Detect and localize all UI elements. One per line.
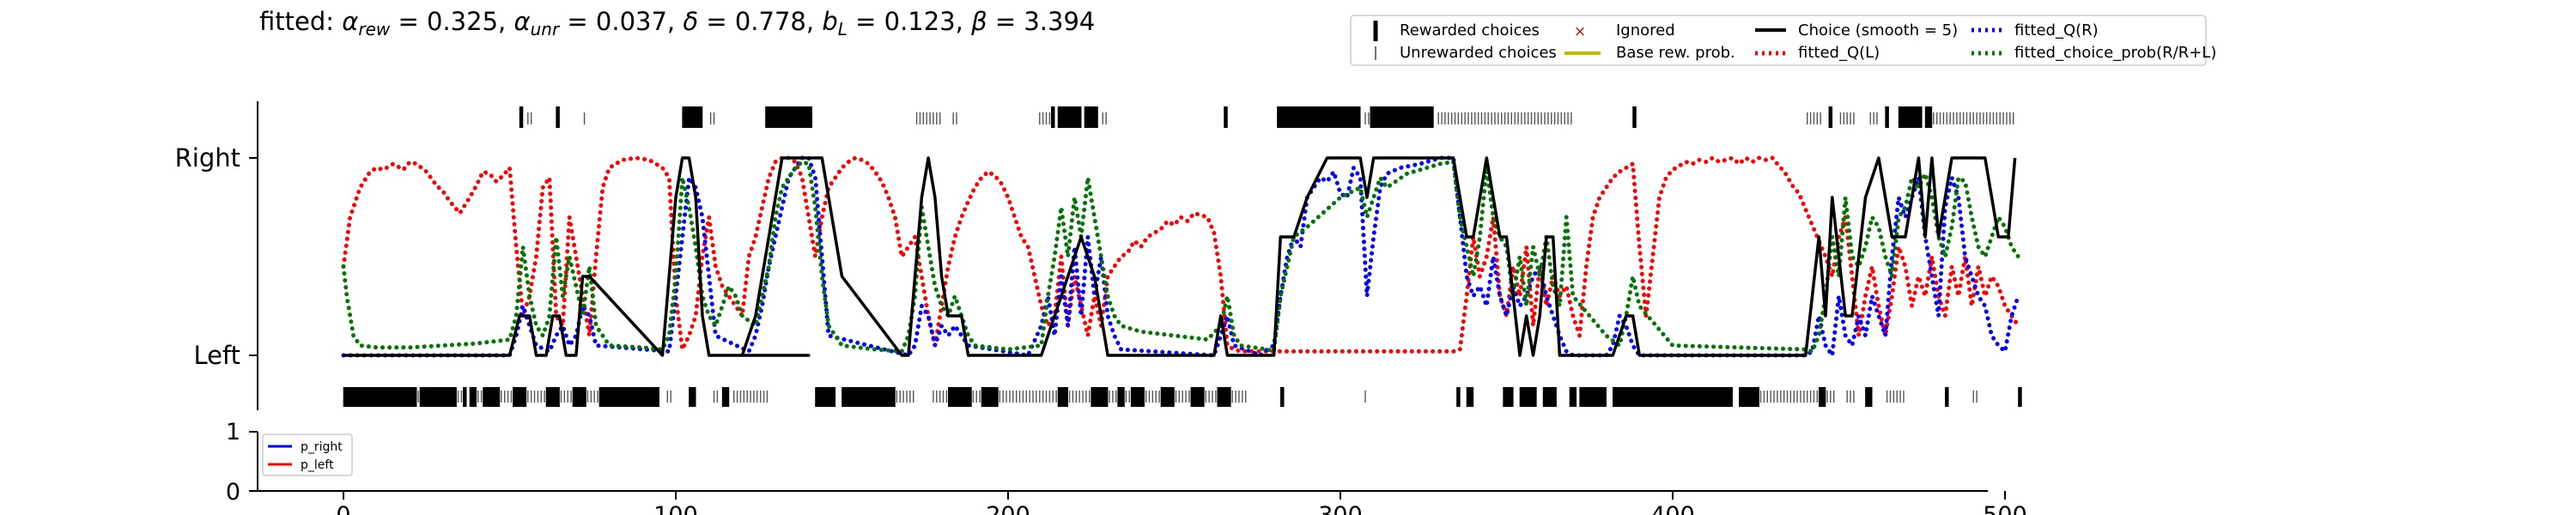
rewarded-left-tick-group: [343, 387, 2022, 407]
unrewarded-right-tick-group: [527, 112, 2014, 124]
x-tick-label: 400: [1650, 502, 1695, 515]
legend-qleft-label: fitted_Q(L): [1798, 44, 1880, 62]
bottom-axes: 1 0 0 100 200 300 400 500: [226, 419, 2027, 515]
p-left-legend-label: p_left: [301, 458, 334, 472]
legend-unrewarded-label: Unrewarded choices: [1400, 44, 1557, 62]
legend: Rewarded choices × Ignored Choice (smoot…: [1350, 15, 2216, 66]
x-tick-label: 100: [653, 502, 698, 515]
rewarded-right-tick-group: [519, 106, 1933, 128]
legend-ignored-marker: ×: [1574, 23, 1586, 40]
right-ytick-label: Right: [175, 143, 240, 173]
legend-rewarded-label: Rewarded choices: [1400, 21, 1540, 39]
bottom-legend: p_right p_left: [262, 433, 353, 476]
p-right-legend-label: p_right: [301, 440, 343, 454]
main-plot-area: [341, 106, 2022, 407]
x-ticks: 0 100 200 300 400 500: [336, 491, 2027, 515]
choice-smooth-line: [343, 156, 2017, 357]
left-ytick-label: Left: [193, 341, 240, 370]
legend-choiceprob-label: fitted_choice_prob(R/R+L): [2014, 44, 2216, 62]
chart-title: fitted: αrew = 0.325, αunr = 0.037, δ = …: [259, 7, 1095, 39]
legend-qright-label: fitted_Q(R): [2014, 21, 2099, 39]
legend-choice-label: Choice (smooth = 5): [1798, 21, 1958, 39]
x-tick-label: 200: [986, 502, 1030, 515]
x-tick-label: 300: [1318, 502, 1363, 515]
unrewarded-left-tick-group: [417, 391, 1978, 403]
x-tick-label: 0: [336, 502, 350, 515]
ytick-zero-label: 0: [226, 479, 240, 506]
legend-ignored-label: Ignored: [1616, 21, 1675, 39]
legend-base-prob-label: Base rew. prob.: [1616, 44, 1735, 62]
fitted-q-left-line: [341, 155, 2020, 354]
ytick-one-label: 1: [226, 419, 240, 445]
fitted-choice-prob-line: [341, 160, 2020, 354]
main-axes: Right Left: [175, 101, 258, 410]
x-tick-label: 500: [1983, 502, 2027, 515]
